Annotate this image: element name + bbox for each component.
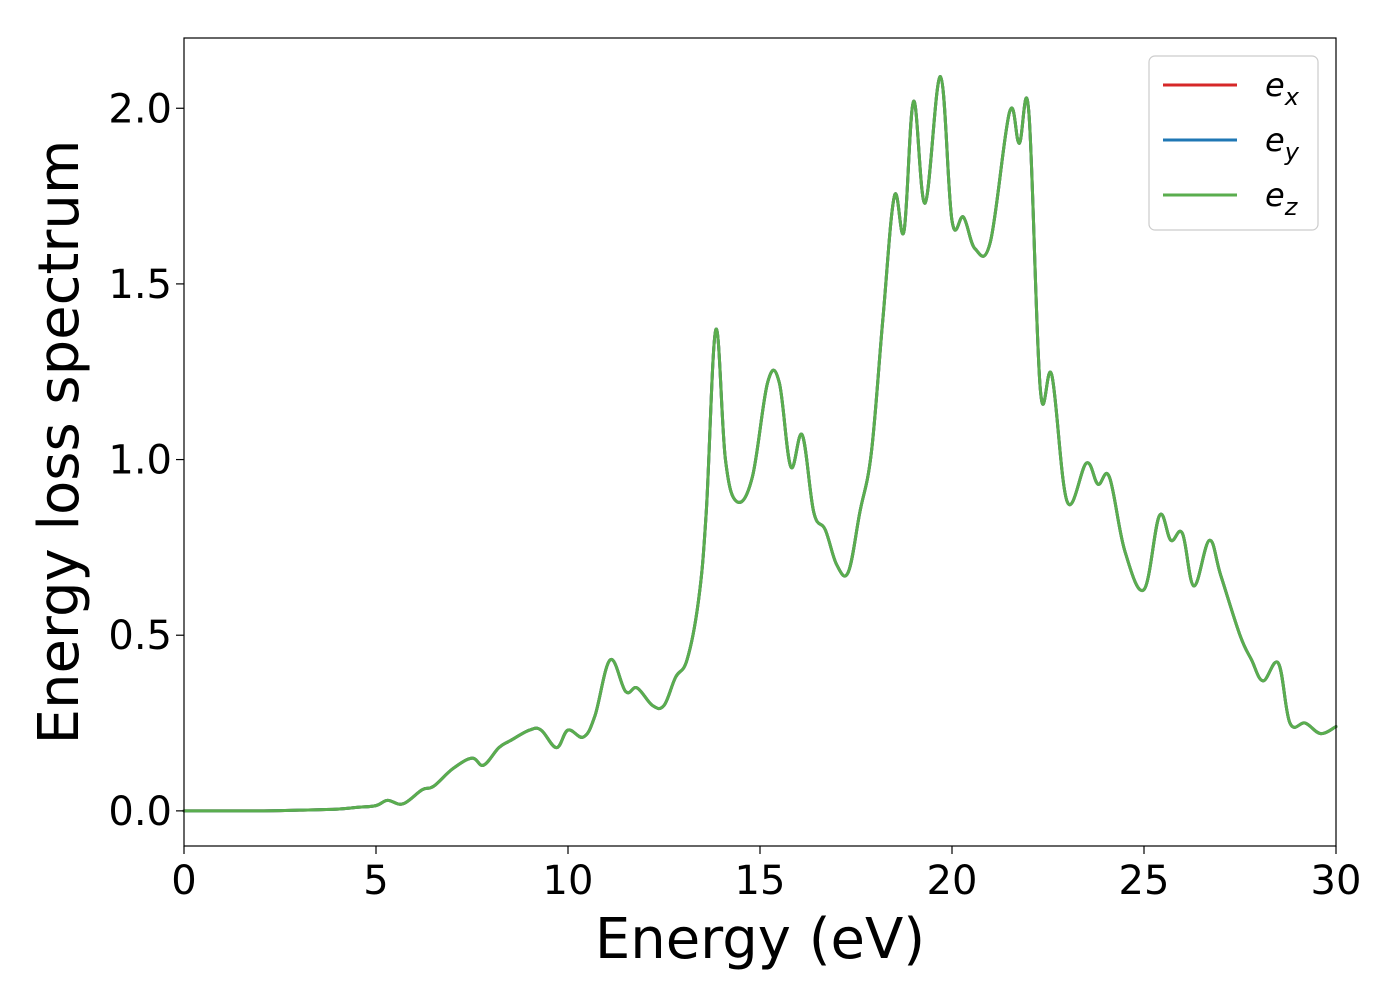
y-tick-label: 1.0: [108, 438, 172, 484]
y-axis-ticks: 0.0 0.5 1.0 1.5 2.0: [108, 86, 184, 835]
series-line-e-z: [182, 75, 1338, 813]
legend-label-x: ex: [1265, 66, 1300, 111]
legend-box: [1148, 55, 1319, 231]
x-tick-label: 5: [363, 858, 388, 904]
y-axis-label: Energy loss spectrum: [27, 140, 92, 745]
y-tick-label: 1.5: [108, 262, 172, 308]
y-tick-label: 0.0: [108, 789, 172, 835]
x-tick-label: 10: [543, 858, 594, 904]
legend-label-z: ez: [1265, 176, 1299, 221]
series-layer: [182, 75, 1338, 813]
x-tick-label: 0: [171, 858, 196, 904]
x-axis-ticks: 0 5 10 15 20 25 30: [171, 846, 1361, 904]
x-tick-label: 25: [1119, 858, 1170, 904]
legend-label-y: ey: [1265, 121, 1300, 166]
legend: ex ey ez: [1148, 55, 1319, 231]
y-tick-label: 2.0: [108, 86, 172, 132]
x-tick-label: 30: [1311, 858, 1362, 904]
x-axis-label: Energy (eV): [595, 907, 925, 972]
x-tick-label: 20: [927, 858, 978, 904]
y-tick-label: 0.5: [108, 613, 172, 659]
x-tick-label: 15: [735, 858, 786, 904]
